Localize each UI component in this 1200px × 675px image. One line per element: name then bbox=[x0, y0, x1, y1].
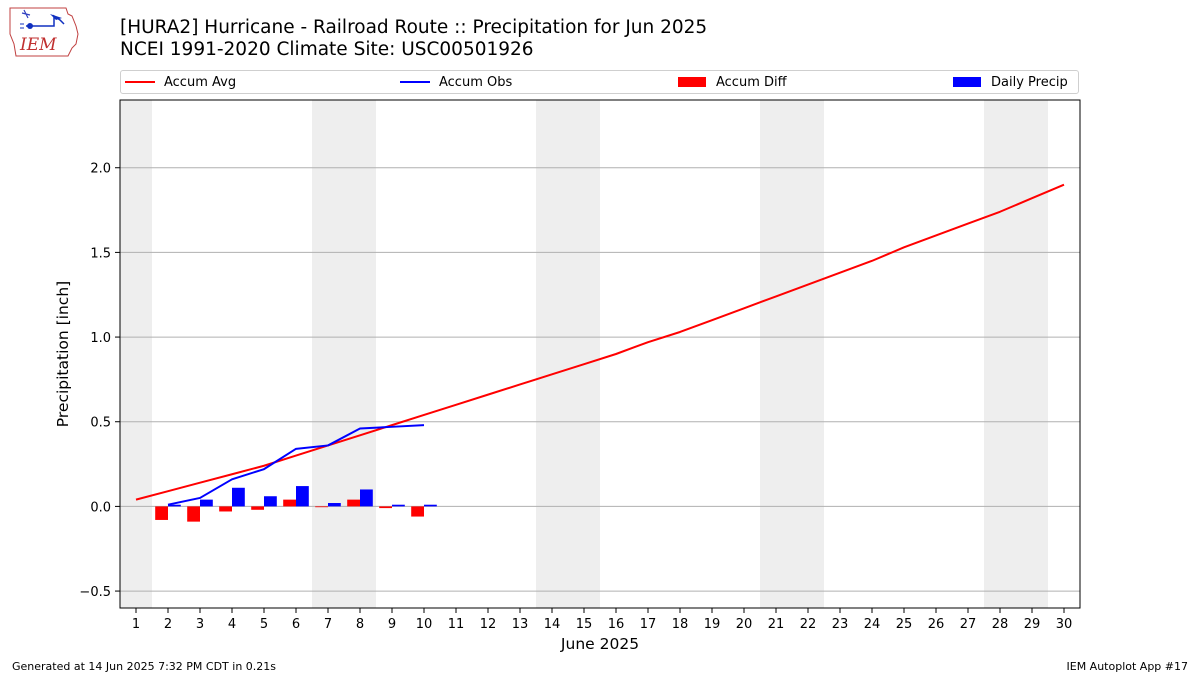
daily-precip-bar bbox=[168, 504, 181, 507]
x-tick-label: 9 bbox=[388, 617, 396, 632]
legend-item-accum-obs: Accum Obs bbox=[400, 71, 512, 93]
daily-precip-bar bbox=[392, 504, 405, 507]
accum-diff-bar bbox=[347, 499, 360, 507]
weekend-span bbox=[120, 100, 152, 608]
daily-precip-bar bbox=[264, 496, 277, 507]
legend-swatch bbox=[953, 77, 981, 87]
x-tick-label: 24 bbox=[864, 617, 881, 632]
x-tick-label: 19 bbox=[704, 617, 721, 632]
y-tick-label: −0.5 bbox=[79, 585, 111, 600]
logo-text: IEM bbox=[19, 35, 57, 55]
accum-avg-line bbox=[135, 183, 1065, 501]
x-tick-label: 6 bbox=[292, 617, 300, 632]
accum-diff-bar bbox=[187, 506, 200, 522]
x-tick-label: 8 bbox=[356, 617, 364, 632]
daily-precip-bar bbox=[232, 487, 245, 507]
x-tick-label: 16 bbox=[608, 617, 625, 632]
legend-swatch bbox=[125, 81, 155, 83]
accum-diff-bar bbox=[379, 506, 392, 509]
legend-item-accum-avg: Accum Avg bbox=[125, 71, 236, 93]
legend-label: Accum Avg bbox=[164, 74, 237, 90]
x-tick-label: 23 bbox=[832, 617, 849, 632]
x-tick-label: 11 bbox=[448, 617, 465, 632]
x-tick-label: 7 bbox=[324, 617, 332, 632]
x-tick-label: 14 bbox=[544, 617, 561, 632]
daily-precip-bar bbox=[296, 486, 309, 507]
legend-swatch bbox=[400, 81, 430, 83]
accum-diff-bar bbox=[315, 506, 328, 508]
x-tick-label: 18 bbox=[672, 617, 689, 632]
x-tick-label: 3 bbox=[196, 617, 204, 632]
x-tick-label: 13 bbox=[512, 617, 529, 632]
x-tick-label: 10 bbox=[416, 617, 433, 632]
x-tick-label: 17 bbox=[640, 617, 657, 632]
daily-precip-bar bbox=[200, 499, 213, 507]
footer-app: IEM Autoplot App #17 bbox=[1066, 660, 1189, 673]
x-tick-label: 20 bbox=[736, 617, 753, 632]
iem-logo: IEM bbox=[9, 7, 79, 57]
x-tick-label: 26 bbox=[928, 617, 945, 632]
weekend-span bbox=[984, 100, 1048, 608]
plot-frame bbox=[119, 99, 1081, 609]
y-tick-label: 1.5 bbox=[90, 246, 111, 261]
weekend-span bbox=[312, 100, 376, 608]
legend-label: Accum Diff bbox=[716, 74, 787, 90]
x-tick-label: 2 bbox=[164, 617, 172, 632]
accum-diff-bar bbox=[251, 506, 264, 510]
x-tick-label: 27 bbox=[960, 617, 977, 632]
legend-item-accum-diff: Accum Diff bbox=[678, 71, 787, 93]
daily-precip-bar bbox=[424, 504, 437, 507]
x-tick-label: 29 bbox=[1024, 617, 1041, 632]
accum-diff-bar bbox=[411, 506, 424, 517]
accum-diff-bar bbox=[155, 506, 168, 520]
x-tick-label: 5 bbox=[260, 617, 268, 632]
x-tick-label: 21 bbox=[768, 617, 785, 632]
accum-obs-line bbox=[167, 424, 425, 506]
x-tick-label: 4 bbox=[228, 617, 236, 632]
x-tick-label: 1 bbox=[132, 617, 140, 632]
weekend-span bbox=[760, 100, 824, 608]
y-axis-label: Precipitation [inch] bbox=[54, 281, 72, 427]
weekend-span bbox=[536, 100, 600, 608]
x-tick-label: 28 bbox=[992, 617, 1009, 632]
x-tick-label: 30 bbox=[1056, 617, 1073, 632]
x-tick-label: 25 bbox=[896, 617, 913, 632]
accum-diff-bar bbox=[219, 506, 232, 512]
legend-label: Accum Obs bbox=[439, 74, 513, 90]
daily-precip-bar bbox=[328, 503, 341, 507]
x-tick-label: 22 bbox=[800, 617, 817, 632]
y-tick-label: 1.0 bbox=[90, 331, 111, 346]
legend-label: Daily Precip bbox=[991, 74, 1068, 90]
x-axis-label: June 2025 bbox=[560, 635, 639, 653]
chart-title: [HURA2] Hurricane - Railroad Route :: Pr… bbox=[120, 17, 708, 38]
y-tick-label: 2.0 bbox=[90, 162, 111, 177]
chart-subtitle: NCEI 1991-2020 Climate Site: USC00501926 bbox=[120, 39, 534, 60]
footer-generated: Generated at 14 Jun 2025 7:32 PM CDT in … bbox=[12, 660, 277, 673]
legend-swatch bbox=[678, 77, 706, 87]
y-tick-label: 0.5 bbox=[90, 416, 111, 431]
legend-item-daily-precip: Daily Precip bbox=[953, 71, 1068, 93]
daily-precip-bar bbox=[360, 489, 373, 507]
legend: Accum Avg Accum Obs Accum Diff Daily Pre… bbox=[120, 70, 1079, 94]
y-tick-label: 0.0 bbox=[90, 500, 111, 515]
x-tick-label: 15 bbox=[576, 617, 593, 632]
x-tick-label: 12 bbox=[480, 617, 497, 632]
accum-diff-bar bbox=[283, 499, 296, 507]
